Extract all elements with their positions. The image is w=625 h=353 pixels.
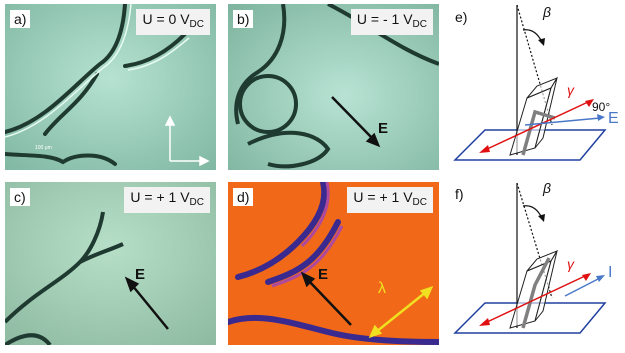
panel-a-voltage-sub: DC xyxy=(189,19,204,30)
panel-d-label: d) xyxy=(233,188,254,206)
panel-b-voltage-sub: DC xyxy=(412,19,427,30)
panel-d-wavelength-label: λ xyxy=(378,280,386,297)
diagram-e-drawing xyxy=(453,4,607,161)
micrograph-panel-a: a) U = 0 VDC 100 μm xyxy=(5,4,216,170)
diagram-f-field: I xyxy=(608,264,613,281)
panel-a-label: a) xyxy=(10,10,31,28)
micrograph-panel-d: d) U = + 1 VDC E λ xyxy=(228,182,439,345)
panel-d-voltage-sub: DC xyxy=(412,197,427,208)
panel-d-voltage: U = + 1 VDC xyxy=(347,187,433,213)
panel-b-label: b) xyxy=(233,10,254,28)
panel-a-voltage: U = 0 VDC xyxy=(136,9,210,35)
diagram-e-angle: 90° xyxy=(592,100,611,114)
panel-c-field-label: E xyxy=(135,266,146,283)
panel-b-field-label: E xyxy=(378,120,389,137)
panel-c-voltage-sub: DC xyxy=(189,197,204,208)
scale-bar-label: 100 μm xyxy=(35,145,52,151)
panel-c-voltage: U = + 1 VDC xyxy=(124,187,210,213)
panel-d-voltage-text: U = + 1 V xyxy=(353,189,413,205)
panel-b-voltage-text: U = - 1 V xyxy=(356,11,413,27)
panel-c-voltage-text: U = + 1 V xyxy=(130,189,190,205)
micrograph-panel-b: b) U = - 1 VDC E xyxy=(228,4,439,170)
diagram-e-label: e) xyxy=(455,9,468,25)
diagram-f-label: f) xyxy=(455,186,464,202)
panel-b-voltage: U = - 1 VDC xyxy=(350,9,433,35)
diagram-e: e) β γ 90° E xyxy=(445,0,625,175)
diagram-f-drawing xyxy=(453,182,607,334)
diagram-e-gamma: γ xyxy=(567,82,574,98)
micrograph-panel-c: c) U = + 1 VDC E xyxy=(5,182,216,345)
diagram-e-beta: β xyxy=(543,4,551,20)
diagram-f-gamma: γ xyxy=(567,256,574,272)
micrograph-b-image xyxy=(228,4,439,170)
panel-a-voltage-text: U = 0 V xyxy=(142,11,190,27)
panel-c-label: c) xyxy=(10,188,30,206)
diagram-f: f) β γ I xyxy=(445,178,625,348)
diagram-f-beta: β xyxy=(543,180,551,196)
panel-d-field-label: E xyxy=(318,266,329,283)
diagram-e-field: E xyxy=(608,110,619,127)
